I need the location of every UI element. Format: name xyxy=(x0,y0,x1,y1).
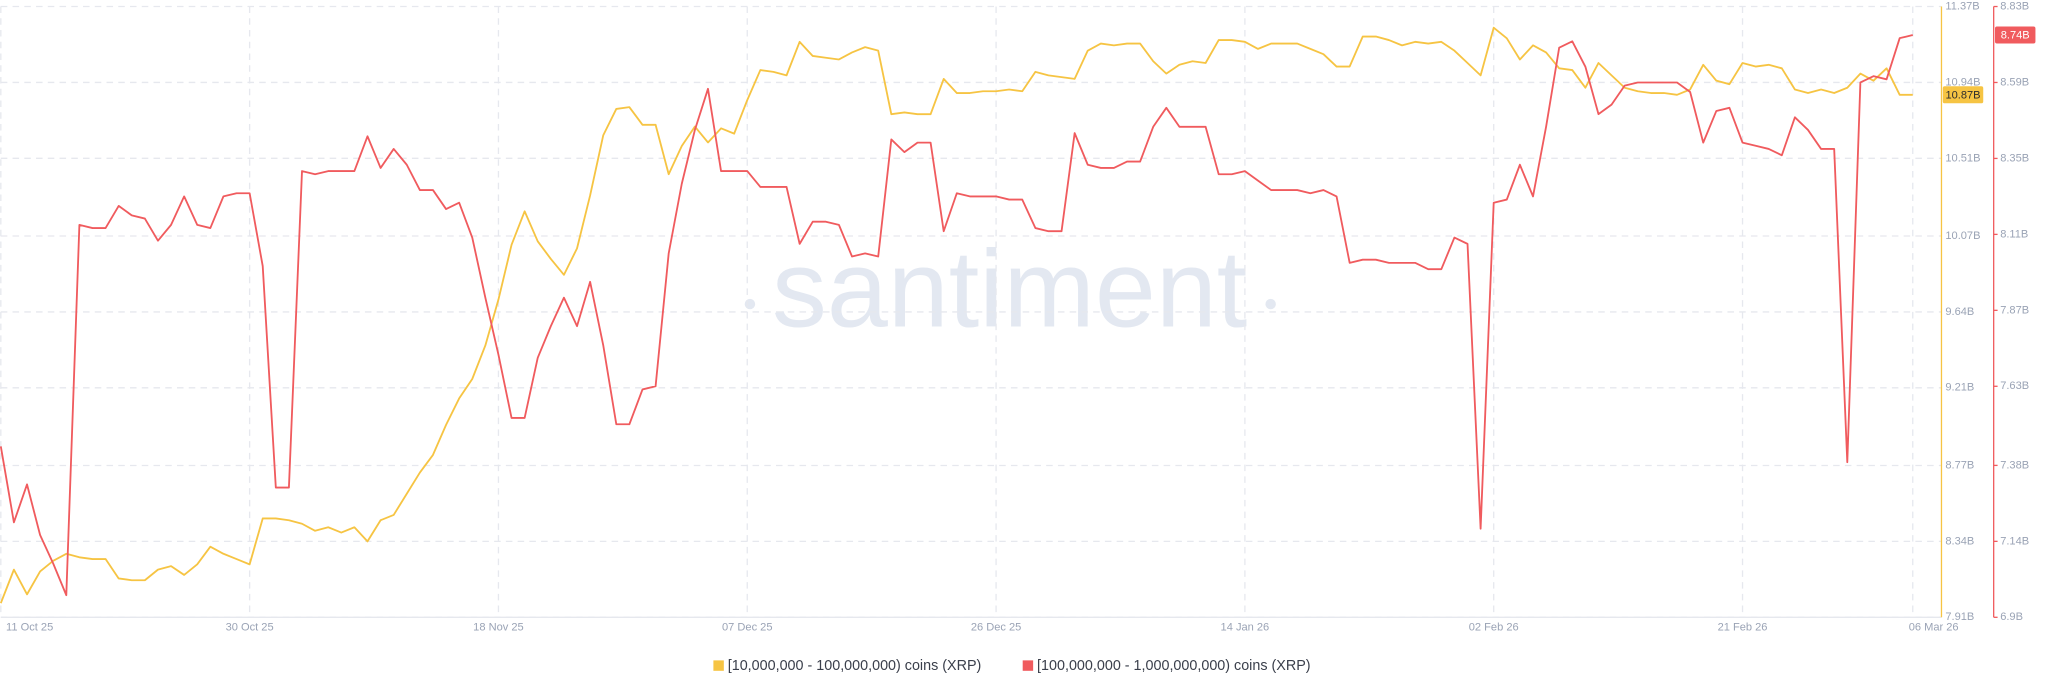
legend-swatch xyxy=(1022,660,1034,671)
y2-tick-label: 8.59B xyxy=(2000,76,2029,88)
y-tick-label: 9.21B xyxy=(1945,382,1974,394)
y2-tick-label: 8.35B xyxy=(2000,152,2029,164)
x-tick-label: 18 Nov 25 xyxy=(473,622,524,634)
x-tick-label: 07 Dec 25 xyxy=(722,622,773,634)
y2-tick-label: 8.11B xyxy=(2000,228,2028,240)
x-tick-label: 14 Jan 26 xyxy=(1221,622,1270,634)
end-badge-label: 10.87B xyxy=(1945,89,1980,101)
end-badge xyxy=(1942,86,1984,104)
y2-tick-label: 8.83B xyxy=(2000,0,2029,12)
watermark-dot xyxy=(744,298,756,310)
legend-label: [100,000,000 - 1,000,000,000) coins (XRP… xyxy=(1037,658,1311,674)
y-tick-label: 8.34B xyxy=(1945,535,1974,547)
x-tick-label: 06 Mar 26 xyxy=(1909,622,1959,634)
watermark-text: santiment xyxy=(772,229,1247,351)
y2-tick-label: 7.87B xyxy=(2000,304,2029,316)
series-line xyxy=(0,26,1913,604)
y-tick-label: 11.37B xyxy=(1945,0,1979,12)
y-tick-label: 8.77B xyxy=(1945,459,1974,471)
series-line xyxy=(0,34,1913,597)
x-tick-label: 21 Feb 26 xyxy=(1718,622,1768,634)
x-tick-label: 26 Dec 25 xyxy=(971,622,1022,634)
y2-tick-label: 7.14B xyxy=(2000,535,2029,547)
x-tick-label: 02 Feb 26 xyxy=(1469,622,1519,634)
y2-tick-label: 6.9B xyxy=(2000,611,2023,623)
y-tick-label: 9.64B xyxy=(1945,306,1974,318)
x-tick-label: 11 Oct 25 xyxy=(6,622,53,634)
legend-label: [10,000,000 - 100,000,000) coins (XRP) xyxy=(728,658,982,674)
end-badge-label: 8.74B xyxy=(2001,30,2030,42)
legend-swatch xyxy=(713,660,724,671)
end-badge xyxy=(1994,26,2036,44)
y-tick-label: 10.07B xyxy=(1945,230,1980,242)
watermark-dot xyxy=(1265,298,1276,310)
y2-tick-label: 7.38B xyxy=(2000,459,2029,471)
x-tick-label: 30 Oct 25 xyxy=(226,622,274,634)
y-tick-label: 10.51B xyxy=(1945,152,1980,164)
y-tick-label: 7.91B xyxy=(1945,611,1974,623)
watermark: santiment xyxy=(744,229,1276,351)
y-tick-label: 10.94B xyxy=(1945,76,1980,88)
y2-tick-label: 7.63B xyxy=(2000,380,2029,392)
